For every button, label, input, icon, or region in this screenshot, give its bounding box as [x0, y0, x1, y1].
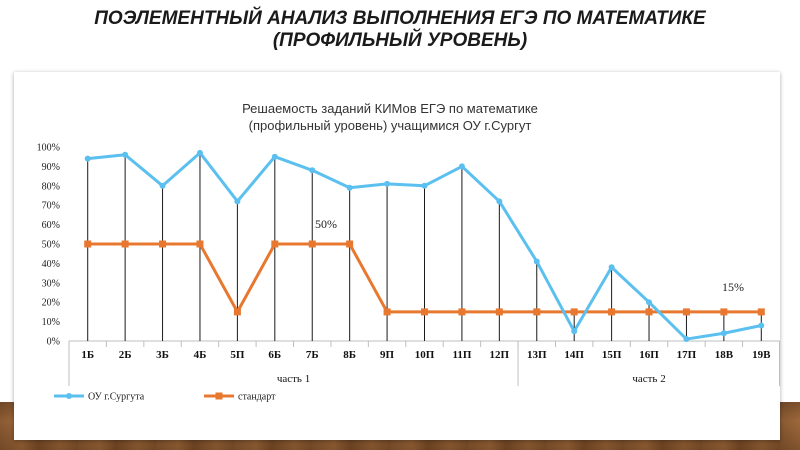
y-tick-label: 40%: [42, 259, 60, 270]
legend-label-school: ОУ г.Сургута: [88, 392, 145, 403]
x-category-label: 19В: [752, 349, 771, 361]
chart-title-line1: Решаемость заданий КИМов ЕГЭ по математи…: [242, 101, 538, 116]
legend-label-standard: стандарт: [238, 392, 276, 403]
y-tick-label: 20%: [42, 298, 60, 309]
annotation-50pct: 50%: [315, 217, 337, 231]
y-tick-label: 90%: [42, 162, 60, 173]
data-point-school: [608, 264, 615, 271]
x-category-label: 16П: [639, 349, 659, 361]
data-point-school: [533, 258, 540, 265]
data-point-school: [496, 198, 503, 205]
data-point-standard: [495, 308, 503, 316]
data-point-school: [196, 149, 203, 156]
data-point-school: [234, 198, 241, 205]
data-point-standard: [608, 308, 616, 316]
data-point-school: [720, 330, 727, 337]
x-category-label: 5П: [230, 349, 245, 361]
x-category-label: 7Б: [306, 349, 319, 361]
data-point-standard: [308, 240, 316, 248]
x-category-label: 3Б: [156, 349, 169, 361]
data-point-school: [271, 153, 278, 160]
data-point-school: [421, 182, 428, 189]
data-point-school: [346, 184, 353, 191]
y-tick-label: 100%: [37, 143, 60, 154]
x-category-label: 1Б: [81, 349, 94, 361]
x-category-label: 6Б: [268, 349, 281, 361]
data-point-school: [683, 336, 690, 343]
chart-series: [84, 149, 765, 343]
data-point-standard: [570, 308, 578, 316]
data-point-school: [384, 180, 391, 187]
chart-axes: 0% 10% 20% 30% 40% 50% 60% 70% 80% 90% 100% 1Б 2Б 3Б 4…: [37, 143, 780, 386]
y-tick-label: 70%: [42, 201, 60, 212]
slide-title-line1: ПОЭЛЕМЕНТНЫЙ АНАЛИЗ ВЫПОЛНЕНИЯ ЕГЭ ПО МА…: [94, 8, 706, 29]
x-category-label: 13П: [527, 349, 547, 361]
data-point-school: [571, 328, 578, 335]
data-point-standard: [757, 308, 765, 316]
slide-title-line2: (ПРОФИЛЬНЫЙ УРОВЕНЬ): [272, 30, 528, 51]
x-category-label: 8Б: [343, 349, 356, 361]
chart-svg: Решаемость заданий КИМов ЕГЭ по математи…: [37, 101, 780, 403]
y-tick-label: 10%: [42, 317, 60, 328]
data-point-school: [309, 167, 316, 174]
chart-title-line2: (профильный уровень) учащимися ОУ г.Сург…: [249, 118, 532, 133]
data-point-standard: [121, 240, 129, 248]
x-category-label: 4Б: [194, 349, 207, 361]
group-label: часть 2: [632, 373, 665, 385]
legend-marker-school: [66, 393, 72, 399]
x-category-label: 2Б: [119, 349, 132, 361]
x-category-label: 15П: [602, 349, 622, 361]
data-point-standard: [645, 308, 653, 316]
y-tick-label: 30%: [42, 278, 60, 289]
data-point-standard: [346, 240, 354, 248]
data-point-school: [159, 182, 166, 189]
slide-title: ПОЭЛЕМЕНТНЫЙ АНАЛИЗ ВЫПОЛНЕНИЯ ЕГЭ ПО МА…: [0, 8, 800, 52]
data-point-standard: [159, 240, 167, 248]
x-category-label: 14П: [564, 349, 584, 361]
x-category-label: 9П: [380, 349, 395, 361]
data-point-standard: [421, 308, 428, 316]
data-point-standard: [271, 240, 279, 248]
data-point-standard: [84, 240, 92, 248]
data-point-standard: [682, 308, 690, 316]
chart-card: Решаемость заданий КИМов ЕГЭ по математи…: [14, 72, 780, 440]
x-category-label: 10П: [415, 349, 435, 361]
data-point-standard: [533, 308, 541, 316]
x-category-label: 12П: [490, 349, 510, 361]
data-point-school: [84, 155, 91, 162]
data-point-school: [122, 151, 129, 158]
data-point-standard: [196, 240, 204, 248]
y-tick-label: 50%: [42, 240, 60, 251]
legend-marker-standard: [215, 392, 223, 400]
data-point-school: [758, 322, 765, 329]
y-tick-label: 0%: [47, 337, 60, 348]
data-point-standard: [720, 308, 728, 316]
group-label: часть 1: [277, 373, 310, 385]
y-tick-label: 80%: [42, 181, 60, 192]
x-category-label: 18В: [715, 349, 734, 361]
annotation-15pct: 15%: [722, 280, 744, 294]
x-category-label: 11П: [452, 349, 471, 361]
data-point-school: [646, 299, 653, 306]
data-point-standard: [458, 308, 466, 316]
data-point-school: [458, 163, 465, 170]
y-tick-label: 60%: [42, 220, 60, 231]
x-category-label: 17П: [677, 349, 697, 361]
data-point-standard: [233, 308, 241, 316]
chart-legend: ОУ г.Сургута стандарт: [54, 392, 276, 403]
data-point-standard: [383, 308, 391, 316]
